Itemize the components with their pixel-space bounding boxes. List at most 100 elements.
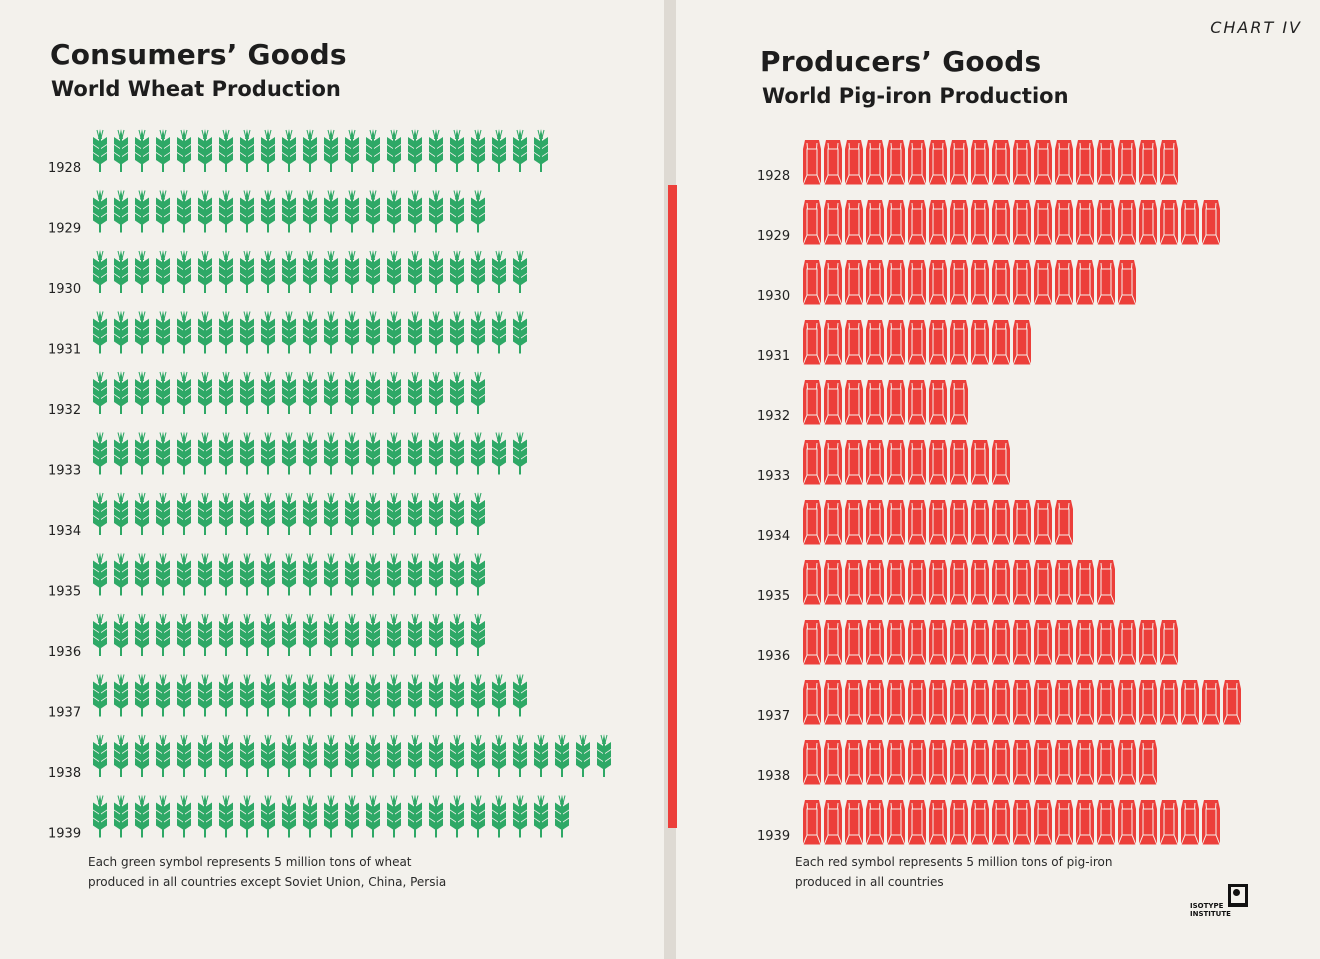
pig-iron-bar-symbol-1933-3 (844, 439, 864, 486)
pig-iron-bar-symbol-1931-10 (991, 319, 1011, 366)
wheat-ear-symbol-1936-10 (281, 612, 297, 657)
pig-iron-bar-symbol-1939-14 (1075, 799, 1095, 846)
wheat-ear-symbol-1937-9 (260, 673, 276, 717)
wheat-ear-symbol-1930-17 (428, 249, 444, 294)
pig-iron-bar-symbol-1929-8 (949, 199, 969, 246)
pig-iron-bar-symbol-1937-5 (886, 679, 906, 726)
pig-iron-bar-symbol-1930-15 (1096, 259, 1116, 306)
pig-iron-chart-area: 1928 1929 1930 1931 1932 1933 1934 1935 1936 1937… (757, 139, 1242, 846)
wheat-ear-symbol-1932-12 (323, 370, 339, 415)
pig-iron-bar-symbol-1936-3 (844, 619, 864, 666)
wheat-ear-symbol-1929-1 (92, 189, 108, 233)
wheat-ear-symbol-1928-18 (449, 128, 465, 173)
wheat-ear-symbol-1929-4 (155, 189, 171, 233)
logo-line1: ISOTYPE (1190, 902, 1224, 910)
wheat-ear-symbol-1930-8 (239, 249, 255, 294)
wheat-ear-symbol-1934-11 (302, 491, 318, 536)
pig-iron-bar-symbol-1931-8 (949, 319, 969, 366)
wheat-ear-symbol-1938-25 (596, 733, 612, 778)
pig-iron-bar-symbol-1933-2 (823, 439, 843, 486)
wheat-ear-symbol-1936-14 (365, 612, 381, 657)
pig-iron-bar-symbol-1930-5 (886, 259, 906, 306)
pig-iron-bar-symbol-1936-14 (1075, 619, 1095, 666)
wheat-ear-symbol-1935-8 (239, 552, 255, 596)
pig-iron-bar-symbol-1939-19 (1180, 799, 1200, 846)
wheat-ear-symbol-1930-15 (386, 249, 402, 294)
pig-iron-bar-symbol-1929-3 (844, 199, 864, 246)
wheat-ear-symbol-1928-11 (302, 128, 318, 173)
year-label-1929: 1929 (757, 229, 790, 244)
pig-iron-note-line2: produced in all countries (795, 875, 944, 889)
wheat-ear-symbol-1939-1 (92, 794, 108, 838)
wheat-ear-symbol-1933-4 (155, 431, 171, 475)
wheat-ear-symbol-1929-18 (449, 189, 465, 233)
pig-iron-bar-symbol-1934-4 (865, 499, 885, 546)
wheat-ear-symbol-1933-14 (365, 431, 381, 475)
year-label-1938: 1938 (757, 769, 790, 784)
isotype-logo-text: ISOTYPE INSTITUTE (1190, 902, 1231, 918)
pig-iron-bar-symbol-1931-6 (907, 319, 927, 366)
year-label-1931: 1931 (48, 343, 81, 358)
wheat-ear-symbol-1934-17 (428, 491, 444, 536)
wheat-ear-symbol-1930-4 (155, 249, 171, 294)
pig-iron-bar-symbol-1929-9 (970, 199, 990, 246)
wheat-ear-symbol-1936-15 (386, 612, 402, 657)
pig-iron-bar-symbol-1931-4 (865, 319, 885, 366)
pig-iron-bar-symbol-1935-7 (928, 559, 948, 606)
wheat-ear-symbol-1938-8 (239, 733, 255, 778)
pig-iron-bar-symbol-1930-2 (823, 259, 843, 306)
pig-iron-bar-symbol-1939-6 (907, 799, 927, 846)
pig-iron-bar-symbol-1933-4 (865, 439, 885, 486)
wheat-ear-symbol-1938-6 (197, 733, 213, 778)
wheat-ear-symbol-1937-2 (113, 673, 129, 717)
pig-iron-bar-symbol-1938-8 (949, 739, 969, 786)
wheat-ear-symbol-1932-4 (155, 370, 171, 415)
wheat-note-line1: Each green symbol represents 5 million t… (88, 855, 412, 869)
wheat-ear-symbol-1939-13 (344, 794, 360, 838)
pig-iron-bar-symbol-1937-1 (802, 679, 822, 726)
wheat-ear-symbol-1934-18 (449, 491, 465, 536)
wheat-ear-symbol-1928-8 (239, 128, 255, 173)
pig-iron-bar-symbol-1933-1 (802, 439, 822, 486)
wheat-ear-symbol-1928-7 (218, 128, 234, 173)
pig-iron-bar-symbol-1939-13 (1054, 799, 1074, 846)
wheat-ear-symbol-1931-11 (302, 310, 318, 354)
wheat-ear-symbol-1935-4 (155, 552, 171, 596)
wheat-ear-symbol-1932-9 (260, 370, 276, 415)
pig-iron-bar-symbol-1934-1 (802, 499, 822, 546)
pig-iron-bar-symbol-1934-9 (970, 499, 990, 546)
pig-iron-bar-symbol-1929-10 (991, 199, 1011, 246)
wheat-ear-symbol-1939-10 (281, 794, 297, 838)
wheat-ear-symbol-1930-18 (449, 249, 465, 294)
wheat-ear-symbol-1939-22 (533, 794, 549, 838)
wheat-ear-symbol-1930-1 (92, 249, 108, 294)
pig-iron-bar-symbol-1929-5 (886, 199, 906, 246)
pig-iron-bar-symbol-1932-1 (802, 379, 822, 426)
wheat-ear-symbol-1938-23 (554, 733, 570, 778)
wheat-ear-symbol-1935-14 (365, 552, 381, 596)
wheat-ear-symbol-1936-3 (134, 612, 150, 657)
wheat-ear-symbol-1932-8 (239, 370, 255, 415)
wheat-ear-symbol-1934-2 (113, 491, 129, 536)
wheat-ear-symbol-1935-1 (92, 552, 108, 596)
year-label-1934: 1934 (757, 529, 790, 544)
wheat-ear-symbol-1929-9 (260, 189, 276, 233)
wheat-ear-symbol-1938-4 (155, 733, 171, 778)
year-label-1931: 1931 (757, 349, 790, 364)
pig-iron-bar-symbol-1928-12 (1033, 139, 1053, 186)
wheat-ear-symbol-1929-2 (113, 189, 129, 233)
wheat-ear-symbol-1939-19 (470, 794, 486, 838)
pig-iron-bar-symbol-1936-15 (1096, 619, 1116, 666)
wheat-ear-symbol-1939-2 (113, 794, 129, 838)
wheat-ear-symbol-1934-19 (470, 491, 486, 536)
wheat-ear-symbol-1929-8 (239, 189, 255, 233)
pig-iron-bar-symbol-1938-15 (1096, 739, 1116, 786)
wheat-ear-symbol-1938-2 (113, 733, 129, 778)
pig-iron-bar-symbol-1935-11 (1012, 559, 1032, 606)
pig-iron-bar-symbol-1930-9 (970, 259, 990, 306)
wheat-ear-symbol-1935-6 (197, 552, 213, 596)
year-label-1939: 1939 (757, 829, 790, 844)
wheat-ear-symbol-1932-19 (470, 370, 486, 415)
wheat-ear-symbol-1930-19 (470, 249, 486, 294)
pig-iron-bar-symbol-1937-2 (823, 679, 843, 726)
